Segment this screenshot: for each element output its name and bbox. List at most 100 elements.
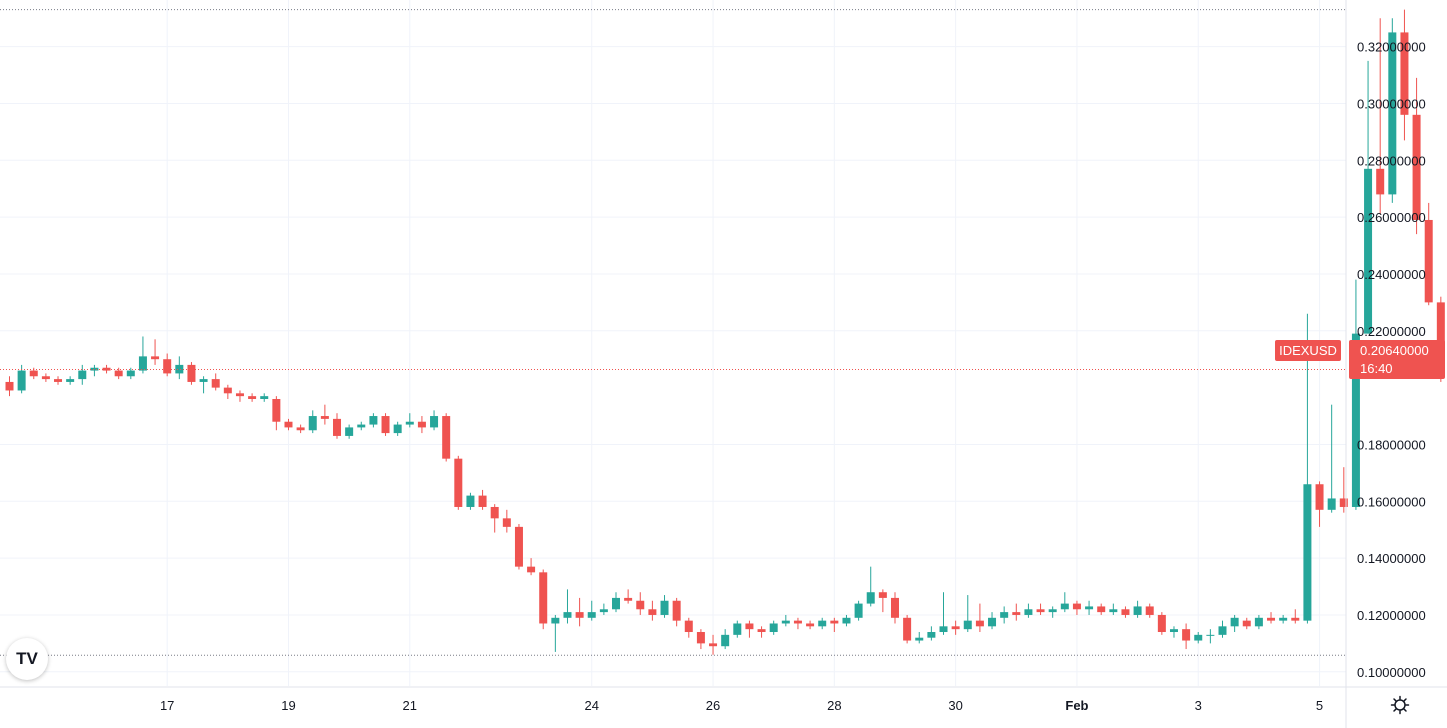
settings-button[interactable]: [1384, 690, 1416, 720]
candle-body: [781, 620, 790, 624]
price-tick-label: 0.26000000: [1357, 210, 1426, 225]
candle-body: [660, 600, 669, 615]
candle-body: [1388, 32, 1397, 195]
last-price-label: 0.20640000: [1360, 343, 1429, 358]
candle-body: [1194, 634, 1203, 641]
candle-body: [260, 396, 269, 399]
date-tick-label: 26: [706, 698, 720, 713]
candle: [672, 597, 681, 627]
price-axis[interactable]: 0.32000000 0.30000000 0.28000000 0.26000000…: [1357, 40, 1426, 680]
candle: [430, 410, 439, 431]
candle: [527, 558, 536, 576]
candle: [709, 634, 718, 655]
candle-body: [345, 427, 354, 436]
candle-body: [890, 597, 899, 618]
candle: [284, 418, 293, 431]
candle-body: [1109, 609, 1118, 613]
price-tick-label: 0.30000000: [1357, 96, 1426, 111]
candle-body: [187, 364, 196, 382]
candle: [927, 626, 936, 641]
candle: [211, 373, 220, 391]
candle-body: [1000, 612, 1009, 618]
candle-body: [1218, 626, 1227, 635]
candle: [575, 597, 584, 627]
candle-body: [1085, 606, 1094, 610]
candle: [951, 620, 960, 635]
candle-body: [1133, 606, 1142, 615]
candle-body: [975, 620, 984, 627]
candle-body: [1048, 609, 1057, 613]
candle: [502, 509, 511, 533]
candle-body: [393, 424, 402, 434]
candle-body: [709, 643, 718, 647]
candle-body: [599, 609, 608, 613]
candle: [345, 424, 354, 439]
candle-body: [769, 623, 778, 633]
candle-body: [1303, 484, 1312, 621]
candle: [769, 620, 778, 635]
candle: [78, 364, 87, 385]
candle: [1315, 481, 1324, 527]
candle: [1133, 600, 1142, 618]
candle-body: [211, 379, 220, 388]
candle-body: [745, 623, 754, 630]
candle-body: [636, 600, 645, 610]
candle: [466, 492, 475, 510]
candle: [1364, 60, 1373, 334]
candle-body: [114, 370, 123, 377]
candle: [1424, 202, 1433, 306]
candle: [126, 367, 135, 380]
candle: [1145, 603, 1154, 618]
time-axis[interactable]: 17 19 21 24 26 28 30 Feb 3 5: [160, 698, 1323, 713]
candle: [866, 566, 875, 607]
candle-body: [223, 387, 232, 394]
candle: [1339, 467, 1348, 513]
candle: [1254, 614, 1263, 630]
candle-body: [1121, 609, 1130, 615]
date-tick-label: 30: [948, 698, 962, 713]
tradingview-logo[interactable]: TV: [6, 638, 48, 680]
candle-body: [951, 626, 960, 630]
candle: [1012, 603, 1021, 621]
candle: [333, 413, 342, 439]
candle-body: [78, 370, 87, 380]
candle: [272, 396, 281, 431]
candle: [442, 413, 451, 462]
candle: [1024, 603, 1033, 618]
candle: [599, 603, 608, 615]
candle: [138, 336, 147, 374]
candle-body: [442, 416, 451, 459]
candle: [1388, 18, 1397, 203]
date-tick-label: 28: [827, 698, 841, 713]
candle-body: [1012, 612, 1021, 615]
candle-body: [854, 603, 863, 618]
price-badges: IDEXUSD 0.20640000 16:40: [1275, 340, 1445, 379]
candle-body: [915, 637, 924, 641]
candle-body: [818, 620, 827, 627]
candle-body: [903, 617, 912, 641]
candle: [636, 592, 645, 615]
candle: [1048, 606, 1057, 618]
candle: [199, 376, 208, 394]
candle: [393, 421, 402, 436]
candle-body: [66, 379, 75, 382]
candle: [830, 617, 839, 633]
candle-body: [866, 592, 875, 604]
candle: [296, 424, 305, 434]
candle-body: [672, 600, 681, 621]
candle: [854, 600, 863, 621]
candle: [1000, 606, 1009, 624]
candle-body: [272, 398, 281, 422]
candle-body: [757, 629, 766, 633]
candle-body: [1364, 168, 1373, 334]
candle-body: [1206, 634, 1215, 636]
candle-body: [1036, 609, 1045, 613]
candle-body: [102, 367, 111, 371]
candle-body: [551, 617, 560, 624]
price-tick-label: 0.24000000: [1357, 267, 1426, 282]
candle: [1085, 600, 1094, 615]
candle: [1279, 614, 1288, 624]
candle: [1400, 9, 1409, 141]
date-tick-label: 17: [160, 698, 174, 713]
